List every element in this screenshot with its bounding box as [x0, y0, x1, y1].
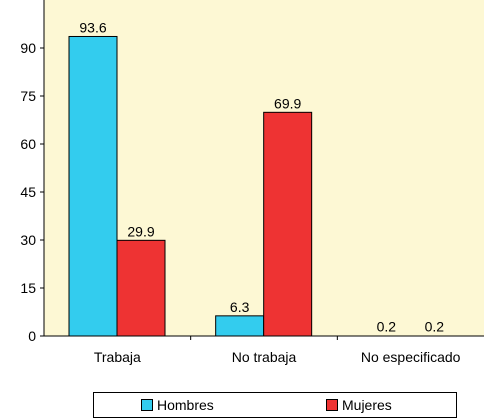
- x-category-label: No trabaja: [232, 349, 297, 365]
- x-category-label: No especificado: [361, 349, 461, 365]
- y-tick-label: 30: [20, 232, 36, 248]
- legend-label-mujeres: Mujeres: [342, 397, 392, 413]
- bar-hombres-1: [68, 35, 118, 337]
- y-tick-label: 0: [28, 328, 36, 344]
- bar-chart: 0 15 30 45 60 75 90 93.6 6.3 0.2 29.9 69.9 0.2 Trab…: [20, 0, 484, 365]
- legend-label-hombres: Hombres: [157, 397, 214, 413]
- y-tick-label: 75: [20, 88, 36, 104]
- y-tick-label: 15: [20, 280, 36, 296]
- legend: Hombres Mujeres: [93, 392, 457, 418]
- x-category-label: Trabaja: [94, 349, 141, 365]
- y-tick-label: 60: [20, 136, 36, 152]
- legend-swatch-mujeres: [326, 399, 338, 411]
- y-tick-label: 45: [20, 184, 36, 200]
- data-label: 0.2: [425, 318, 445, 334]
- bar-mujeres-2: [263, 111, 313, 337]
- legend-swatch-hombres: [141, 399, 153, 411]
- data-label: 69.9: [274, 95, 301, 111]
- data-label: 0.2: [377, 318, 397, 334]
- legend-item-hombres: Hombres: [141, 397, 214, 413]
- data-label: 93.6: [79, 19, 106, 35]
- legend-item-mujeres: Mujeres: [326, 397, 392, 413]
- data-label: 29.9: [127, 223, 154, 239]
- bar-hombres-2: [215, 315, 265, 337]
- y-tick-label: 90: [20, 40, 36, 56]
- data-label: 6.3: [230, 299, 250, 315]
- bar-mujeres-1: [116, 239, 166, 337]
